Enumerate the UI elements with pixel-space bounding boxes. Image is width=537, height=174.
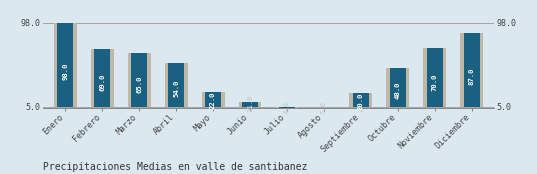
Bar	[460, 33, 483, 107]
Text: 22.0: 22.0	[210, 92, 216, 109]
Text: 20.0: 20.0	[358, 93, 364, 110]
Bar	[423, 48, 446, 107]
Bar	[165, 63, 187, 107]
Bar	[279, 107, 295, 108]
Bar	[54, 23, 77, 107]
Bar	[94, 49, 111, 107]
Bar	[91, 49, 114, 107]
Bar	[353, 93, 369, 107]
Bar	[168, 63, 184, 107]
Bar	[463, 33, 480, 107]
Text: 54.0: 54.0	[173, 80, 179, 97]
Text: 70.0: 70.0	[432, 73, 438, 91]
Bar	[350, 93, 372, 107]
Bar	[57, 23, 74, 107]
Bar	[201, 92, 224, 107]
Bar	[128, 53, 150, 107]
Bar	[275, 107, 299, 108]
Text: 69.0: 69.0	[99, 74, 105, 91]
Bar	[426, 48, 443, 107]
Bar	[387, 68, 409, 107]
Text: 87.0: 87.0	[469, 67, 475, 85]
Text: 65.0: 65.0	[136, 75, 142, 93]
Text: 4.0: 4.0	[284, 101, 290, 114]
Bar	[131, 53, 148, 107]
Text: 5.0: 5.0	[321, 100, 327, 114]
Bar	[389, 68, 406, 107]
Bar	[242, 102, 258, 107]
Text: Precipitaciones Medias en valle de santibanez: Precipitaciones Medias en valle de santi…	[43, 162, 307, 172]
Bar	[238, 102, 262, 107]
Text: 11.0: 11.0	[247, 95, 253, 112]
Text: 48.0: 48.0	[395, 82, 401, 99]
Text: 98.0: 98.0	[62, 63, 68, 80]
Bar	[205, 92, 221, 107]
